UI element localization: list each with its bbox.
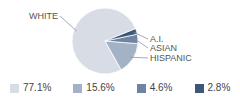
html-text:2.8%: 2.8%: [207, 82, 231, 93]
html-text:4.6%: 4.6%: [149, 82, 173, 93]
svg-text:ASIAN: ASIAN: [150, 43, 177, 53]
svg-text:HISPANIC: HISPANIC: [150, 53, 192, 63]
html-text:77.1%: 77.1%: [23, 82, 52, 93]
svg-text:WHITE: WHITE: [29, 11, 58, 21]
html-text:15.6%: 15.6%: [86, 82, 115, 93]
svg-text:A.I.: A.I.: [150, 34, 164, 44]
